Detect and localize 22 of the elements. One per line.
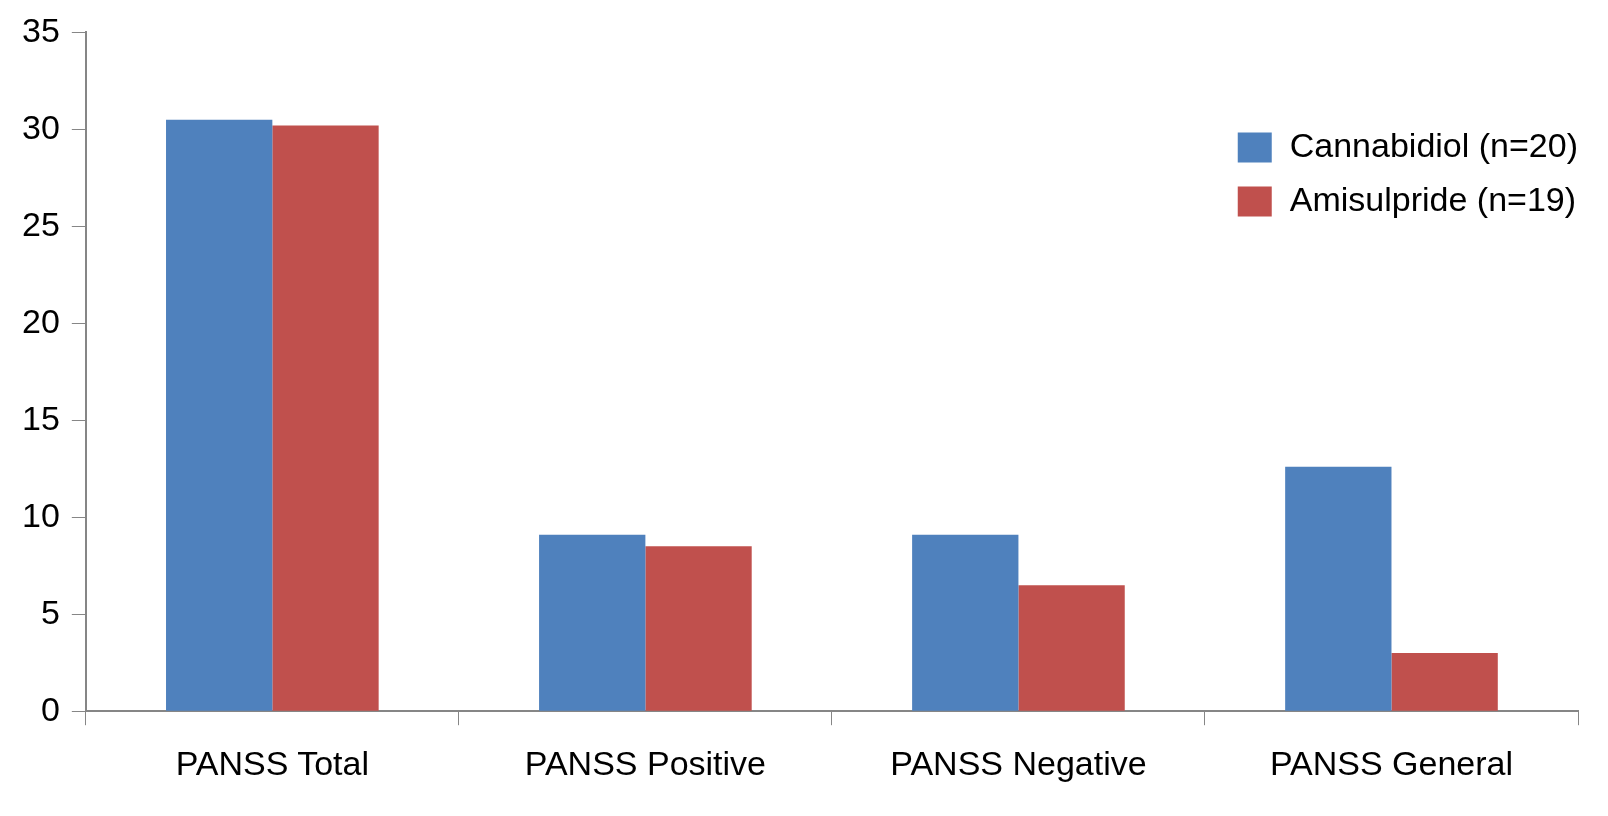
bar	[539, 534, 646, 711]
y-tick-label: 35	[21, 10, 60, 49]
legend-label: Amisulpride (n=19)	[1289, 179, 1577, 218]
legend-label: Cannabidiol (n=20)	[1289, 125, 1579, 164]
y-tick-label: 15	[21, 398, 60, 437]
x-tick-label: PANSS General	[1269, 743, 1514, 782]
y-tick-label: 30	[21, 107, 60, 146]
bar	[1018, 585, 1125, 711]
x-tick-label: PANSS Negative	[890, 743, 1147, 782]
y-tick-label: 0	[40, 689, 60, 728]
y-tick-label: 5	[40, 592, 60, 631]
x-tick-label: PANSS Positive	[524, 743, 767, 782]
y-tick-label: 20	[21, 301, 60, 340]
bar	[1391, 653, 1498, 711]
y-tick-label: 10	[21, 495, 60, 534]
bar	[272, 125, 379, 711]
y-tick-label: 25	[21, 204, 60, 243]
bar	[166, 119, 273, 711]
bar	[912, 534, 1019, 711]
bar	[645, 546, 752, 711]
bar	[1285, 466, 1392, 711]
x-tick-label: PANSS Total	[175, 743, 370, 782]
